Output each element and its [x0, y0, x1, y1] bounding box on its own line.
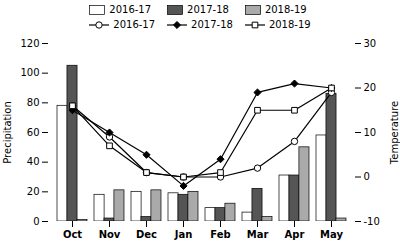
- svg-text:Mar: Mar: [247, 229, 269, 240]
- html-text:2016-17: 2016-17: [109, 4, 152, 15]
- svg-text:80: 80: [27, 97, 40, 108]
- svg-text:0: 0: [364, 171, 370, 182]
- svg-text:Feb: Feb: [210, 229, 230, 240]
- svg-text:Nov: Nov: [99, 229, 121, 240]
- svg-text:Jan: Jan: [174, 229, 193, 240]
- svg-text:May: May: [320, 229, 343, 240]
- svg-text:-10: -10: [364, 216, 380, 227]
- html-text:2017-18: 2017-18: [191, 19, 233, 30]
- svg-text:120: 120: [20, 38, 39, 49]
- svg-text:40: 40: [27, 156, 40, 167]
- svg-text:20: 20: [364, 82, 377, 93]
- svg-text:0: 0: [33, 216, 39, 227]
- svg-text:Apr: Apr: [285, 229, 305, 240]
- svg-text:10: 10: [364, 127, 377, 138]
- svg-text:Precipitation: Precipitation: [2, 101, 13, 164]
- html-text:2017-18: 2017-18: [187, 4, 229, 15]
- html-text:2018-19: 2018-19: [268, 19, 311, 30]
- svg-text:Temperature: Temperature: [389, 101, 400, 165]
- html-text:2018-19: 2018-19: [264, 4, 307, 15]
- svg-text:20: 20: [27, 186, 40, 197]
- html-text:2016-17: 2016-17: [113, 19, 156, 30]
- svg-text:Dec: Dec: [136, 229, 157, 240]
- svg-text:30: 30: [364, 38, 377, 49]
- svg-text:60: 60: [27, 127, 40, 138]
- svg-text:Oct: Oct: [63, 229, 82, 240]
- svg-text:100: 100: [20, 67, 39, 78]
